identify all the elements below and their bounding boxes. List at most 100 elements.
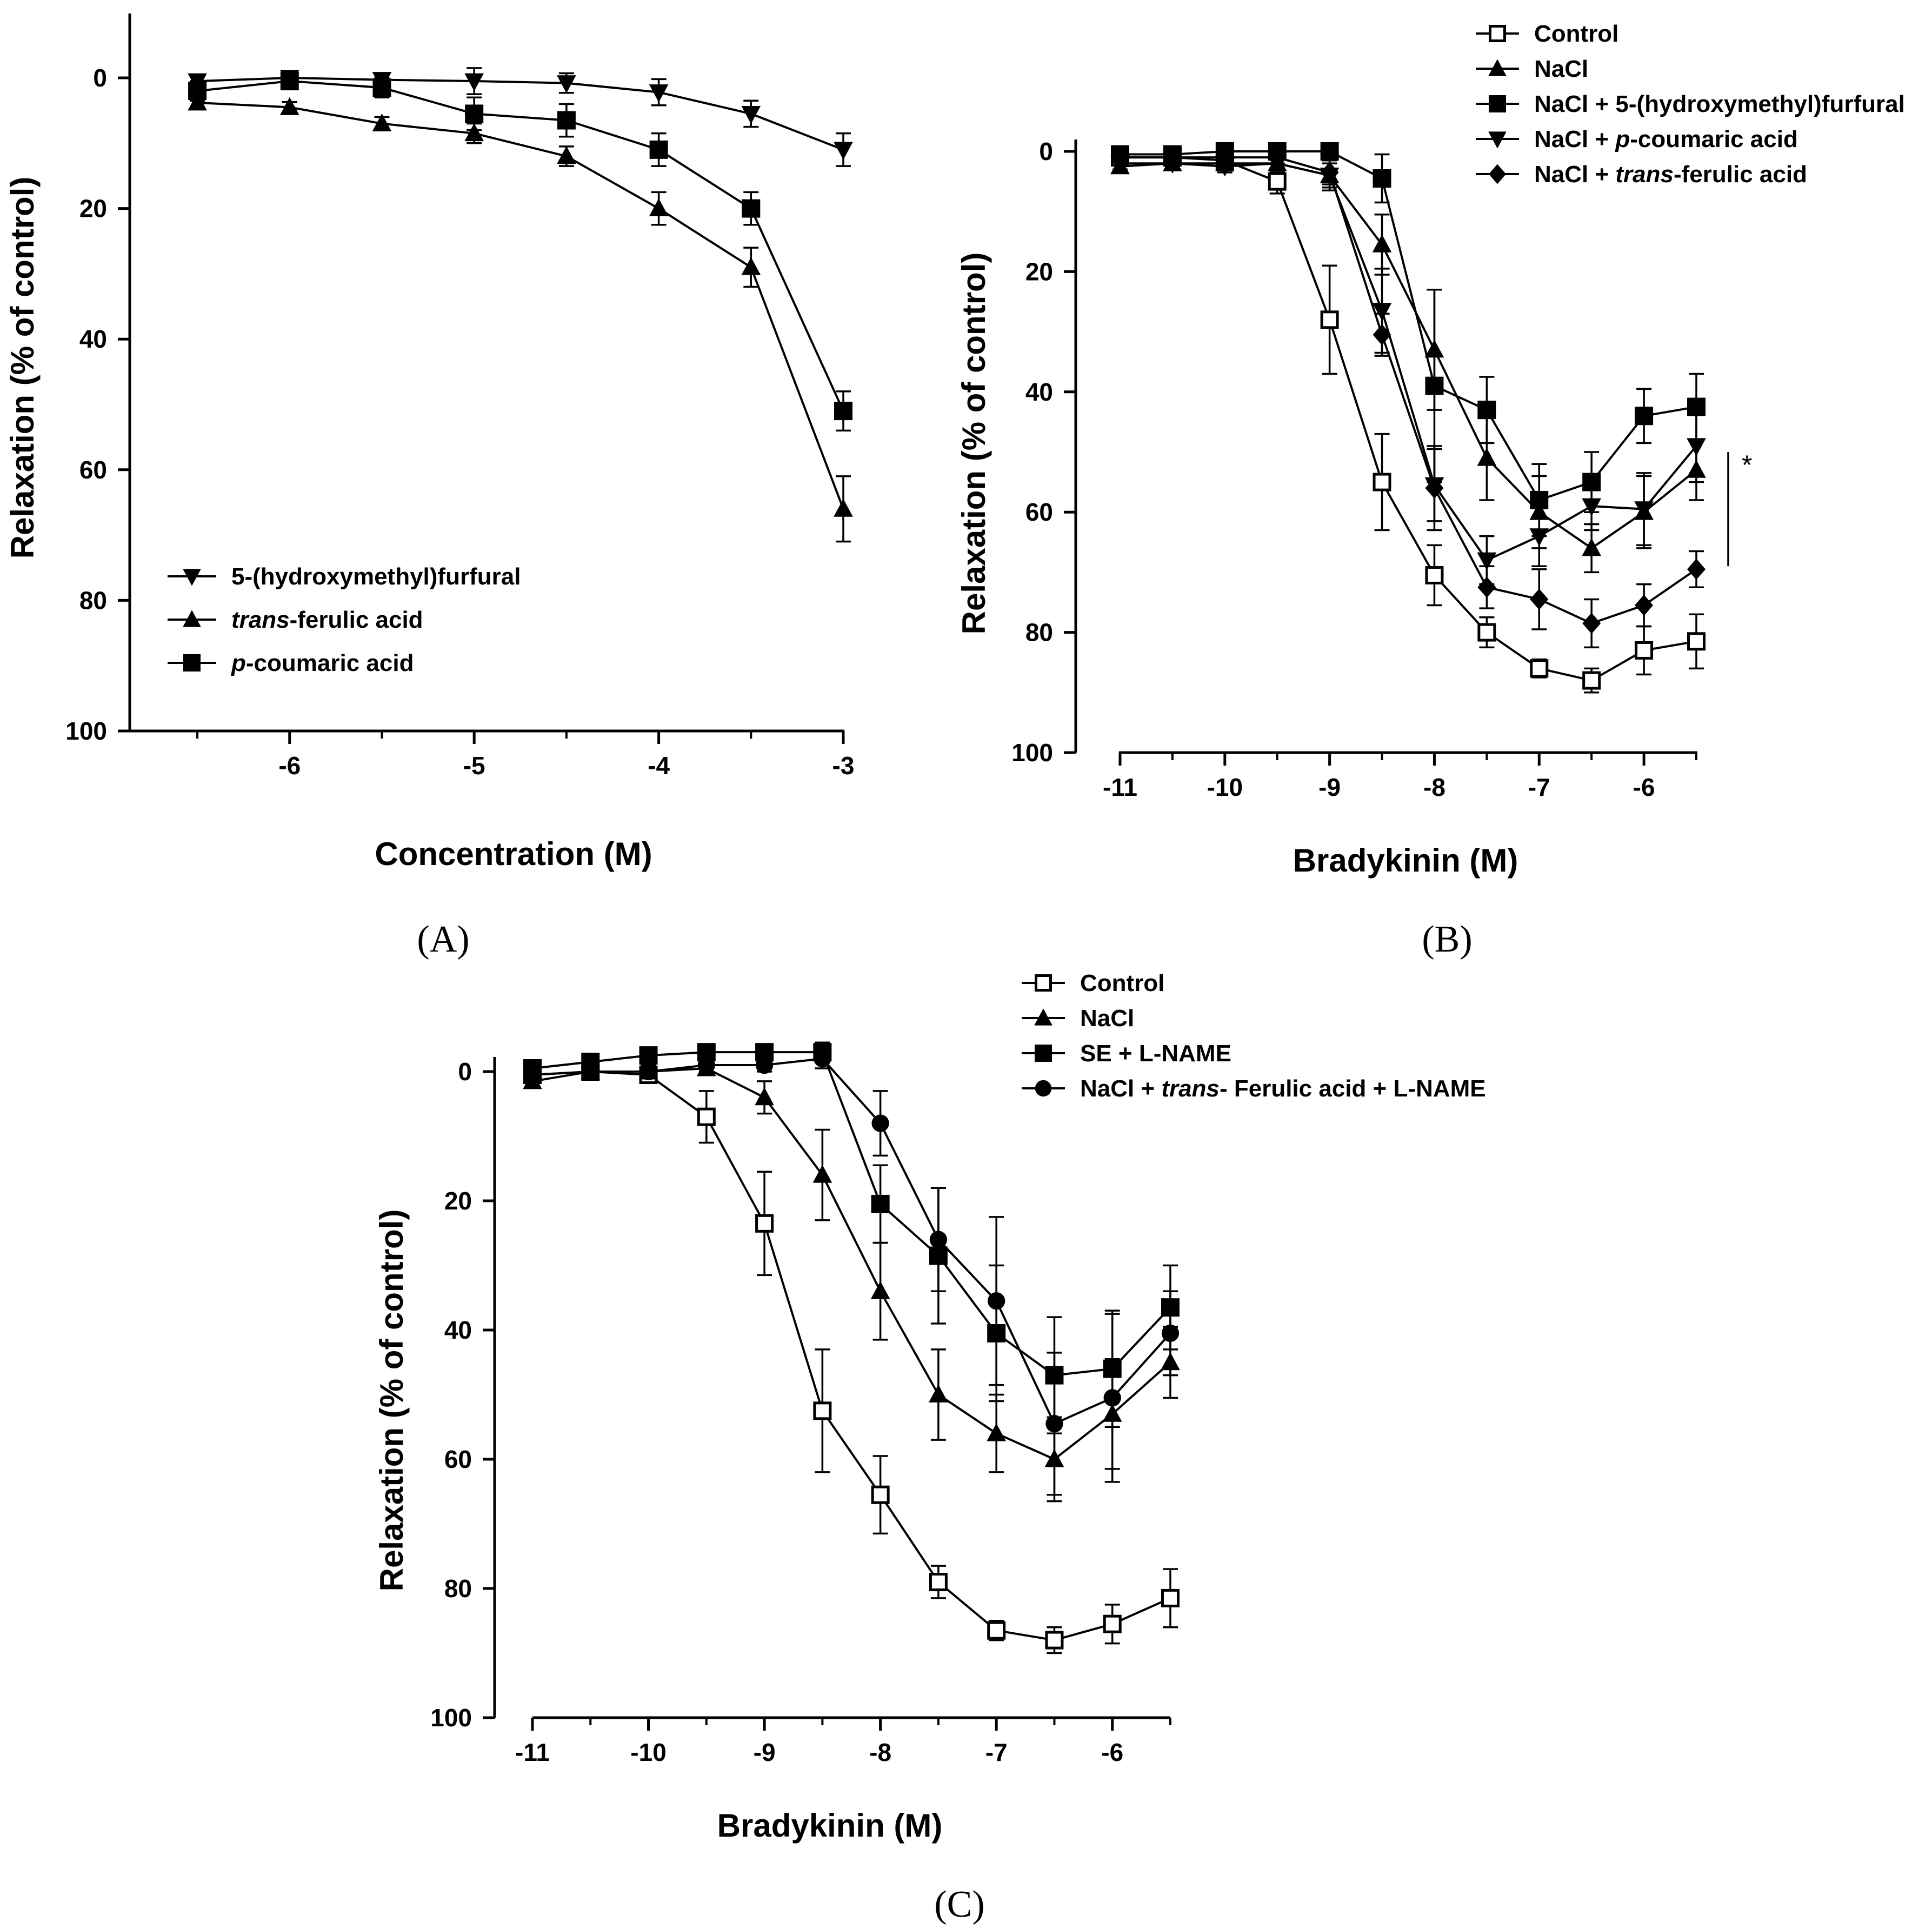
- data-point: [1215, 147, 1234, 168]
- legend-label: Control: [1534, 21, 1618, 47]
- legend-label: trans-ferulic acid: [231, 607, 423, 633]
- legend-label: NaCl + p-coumaric acid: [1534, 126, 1798, 152]
- data-point: [1103, 1614, 1122, 1633]
- data-point: [1634, 501, 1654, 520]
- data-point: [557, 111, 576, 130]
- legend-item: NaCl: [1476, 56, 1588, 82]
- data-point: [929, 1384, 948, 1402]
- data-point: [1477, 623, 1496, 642]
- x-tick-label: -6: [278, 752, 301, 780]
- data-point: [1582, 538, 1602, 556]
- data-point: [280, 72, 299, 91]
- legend-marker: [1035, 1080, 1052, 1097]
- y-tick-label: 100: [430, 1704, 472, 1732]
- data-point: [870, 1281, 890, 1299]
- x-tick-label: -8: [869, 1738, 891, 1766]
- legend-item: NaCl + 5-(hydroxymethyl)furfural: [1476, 91, 1905, 117]
- data-point: [1425, 566, 1444, 584]
- series-line: [1120, 162, 1697, 550]
- data-point: [1635, 595, 1654, 616]
- y-tick-label: 0: [458, 1058, 472, 1086]
- x-tick-label: -8: [1423, 773, 1445, 801]
- legend: 5-(hydroxymethyl)furfural trans-ferulic a…: [168, 563, 521, 676]
- y-tick-label: 20: [444, 1187, 472, 1215]
- data-point: [1687, 438, 1706, 456]
- legend-label: p-coumaric acid: [231, 650, 414, 676]
- y-tick-label: 0: [1039, 137, 1053, 165]
- chart-panel-c: 0 20 40 60 80 100 -11 -10 -9 -8 -7 -6 Bradykinin (M)…: [374, 970, 1486, 1925]
- y-tick-label: 100: [65, 717, 107, 745]
- data-point: [755, 1087, 774, 1106]
- data-point: [1372, 234, 1392, 252]
- data-point: [834, 402, 852, 421]
- series-nacl-trans-ferulic-acid: [1111, 147, 1706, 649]
- y-tick-label: 60: [1025, 498, 1053, 526]
- data-point: [1530, 659, 1549, 678]
- data-point: [1111, 147, 1129, 168]
- data-point: [834, 498, 853, 517]
- series-nacl-trans-ferulic-acid-l-name: [523, 1048, 1180, 1496]
- legend-marker: [183, 610, 201, 627]
- data-point: [1687, 632, 1706, 651]
- data-point: [1373, 473, 1391, 491]
- data-point: [813, 1401, 832, 1420]
- x-tick-label: -5: [463, 752, 485, 780]
- data-point: [649, 140, 668, 159]
- data-point: [1103, 1389, 1121, 1407]
- data-point: [1268, 172, 1287, 191]
- x-tick-label: -7: [985, 1738, 1008, 1766]
- legend-label: Control: [1080, 970, 1164, 996]
- data-point: [697, 1056, 715, 1074]
- data-point: [1320, 310, 1339, 329]
- data-point: [1373, 169, 1391, 188]
- legend-marker: [183, 569, 201, 586]
- y-tick-label: 60: [444, 1445, 472, 1473]
- data-point: [871, 1114, 889, 1132]
- data-point: [1529, 528, 1549, 547]
- data-point: [465, 104, 484, 123]
- data-point: [1635, 641, 1654, 660]
- panel-label: (B): [1422, 919, 1472, 960]
- data-point: [557, 146, 576, 164]
- data-point: [812, 1165, 832, 1183]
- legend-marker: [1035, 974, 1052, 992]
- x-tick-label: -7: [1528, 773, 1550, 801]
- data-point: [1635, 407, 1654, 426]
- series-line: [1120, 162, 1697, 562]
- legend-label: NaCl + trans- Ferulic acid + L-NAME: [1080, 1075, 1486, 1102]
- data-point: [1425, 477, 1444, 499]
- y-tick-label: 40: [444, 1316, 472, 1344]
- data-point: [1477, 576, 1496, 598]
- data-point: [1477, 401, 1496, 420]
- data-point: [1582, 498, 1602, 516]
- legend-item: SE + L-NAME: [1022, 1040, 1231, 1067]
- x-axis-title: Bradykinin (M): [717, 1807, 943, 1844]
- legend-item: Control: [1022, 970, 1164, 996]
- y-axis-title: Relaxation (% of control): [956, 252, 992, 635]
- x-tick-label: -6: [1101, 1738, 1123, 1766]
- data-point: [188, 82, 207, 101]
- legend-item: NaCl + trans-ferulic acid: [1476, 161, 1807, 188]
- data-point: [742, 199, 761, 218]
- x-tick-label: -11: [1103, 773, 1137, 801]
- x-axis-title: Bradykinin (M): [1293, 842, 1518, 879]
- data-point: [1582, 613, 1601, 634]
- x-tick-label: -9: [1318, 773, 1341, 801]
- data-point: [988, 1292, 1005, 1310]
- y-axis-title: Relaxation (% of control): [374, 1209, 410, 1592]
- legend-item: p-coumaric acid: [168, 650, 414, 676]
- legend-label: SE + L-NAME: [1080, 1040, 1231, 1067]
- data-point: [1163, 147, 1182, 168]
- legend-label: 5-(hydroxymethyl)furfural: [231, 563, 521, 590]
- legend: Control NaCl SE + L-NAME NaCl + trans- Feru…: [1022, 970, 1486, 1102]
- y-tick-label: 20: [1025, 257, 1053, 285]
- legend-label: NaCl: [1534, 56, 1588, 82]
- data-point: [871, 1194, 890, 1213]
- y-tick-label: 0: [93, 64, 107, 92]
- data-point: [1582, 671, 1601, 690]
- x-tick-label: -11: [515, 1738, 550, 1766]
- data-point: [741, 257, 761, 275]
- data-point: [1045, 1631, 1064, 1650]
- legend-marker: [183, 654, 201, 672]
- y-axis-title: Relaxation (% of control): [4, 177, 41, 559]
